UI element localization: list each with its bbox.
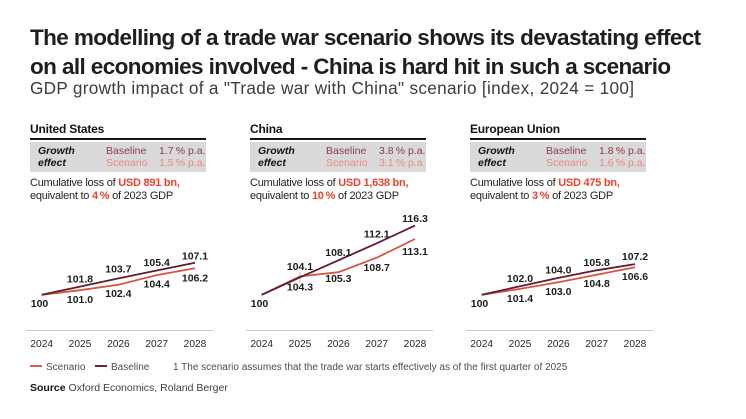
- svg-text:2026: 2026: [547, 339, 570, 350]
- svg-text:104.8: 104.8: [584, 278, 610, 290]
- svg-text:108.7: 108.7: [364, 262, 390, 274]
- svg-text:100: 100: [31, 298, 49, 310]
- svg-text:101.4: 101.4: [507, 293, 533, 305]
- svg-text:106.6: 106.6: [622, 271, 648, 283]
- svg-text:100: 100: [251, 298, 269, 310]
- svg-text:2028: 2028: [184, 339, 207, 350]
- svg-text:108.1: 108.1: [325, 247, 351, 259]
- svg-text:2024: 2024: [250, 339, 273, 350]
- svg-text:102.0: 102.0: [507, 273, 533, 285]
- svg-text:104.1: 104.1: [287, 261, 313, 273]
- svg-text:2027: 2027: [585, 339, 608, 350]
- svg-text:2026: 2026: [107, 339, 130, 350]
- svg-text:2026: 2026: [327, 339, 350, 350]
- svg-text:105.3: 105.3: [325, 273, 351, 285]
- svg-text:104.4: 104.4: [144, 279, 170, 291]
- svg-text:2028: 2028: [624, 339, 647, 350]
- svg-text:104.0: 104.0: [545, 264, 571, 276]
- svg-text:103.7: 103.7: [105, 263, 131, 275]
- svg-text:100: 100: [471, 298, 489, 310]
- svg-text:112.1: 112.1: [364, 229, 390, 241]
- svg-text:2024: 2024: [470, 339, 493, 350]
- svg-text:104.3: 104.3: [287, 282, 313, 294]
- svg-text:106.2: 106.2: [182, 273, 208, 285]
- svg-text:107.1: 107.1: [182, 250, 208, 262]
- svg-text:116.3: 116.3: [402, 213, 428, 225]
- svg-text:2027: 2027: [365, 339, 388, 350]
- svg-text:105.4: 105.4: [144, 257, 170, 269]
- svg-text:102.4: 102.4: [105, 288, 131, 300]
- svg-text:113.1: 113.1: [402, 246, 428, 258]
- svg-text:101.8: 101.8: [67, 274, 93, 286]
- svg-text:2025: 2025: [509, 339, 532, 350]
- svg-text:2025: 2025: [289, 339, 312, 350]
- svg-text:105.8: 105.8: [584, 257, 610, 269]
- svg-text:103.0: 103.0: [545, 286, 571, 298]
- svg-text:2025: 2025: [69, 339, 92, 350]
- svg-text:2028: 2028: [404, 339, 427, 350]
- svg-text:2027: 2027: [145, 339, 168, 350]
- svg-text:101.0: 101.0: [67, 294, 93, 306]
- svg-text:2024: 2024: [30, 339, 53, 350]
- svg-text:107.2: 107.2: [622, 251, 648, 263]
